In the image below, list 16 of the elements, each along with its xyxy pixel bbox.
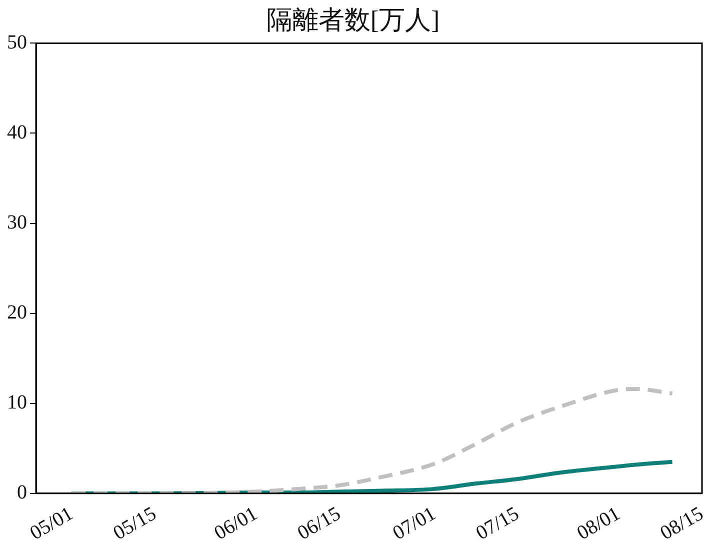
x-tick-label: 08/15 — [656, 502, 708, 544]
x-tick-label: 06/15 — [294, 502, 344, 544]
x-tick-label: 05/01 — [26, 502, 77, 544]
x-tick-label: 06/01 — [210, 502, 262, 544]
y-tick-label: 50 — [7, 31, 27, 54]
x-tick-label: 05/15 — [110, 502, 160, 544]
y-tick-label: 30 — [7, 212, 27, 234]
x-tick-label: 08/01 — [573, 502, 624, 544]
y-tick-label: 0 — [17, 482, 27, 504]
y-tick-label: 20 — [7, 302, 27, 324]
x-tick-label: 07/15 — [472, 502, 523, 544]
x-tick-label: 07/01 — [389, 502, 440, 544]
y-tick-label: 40 — [7, 121, 27, 144]
chart-title: 隔離者数[万人] — [266, 5, 440, 34]
y-tick-label: 10 — [7, 392, 27, 414]
line-series — [70, 386, 674, 494]
